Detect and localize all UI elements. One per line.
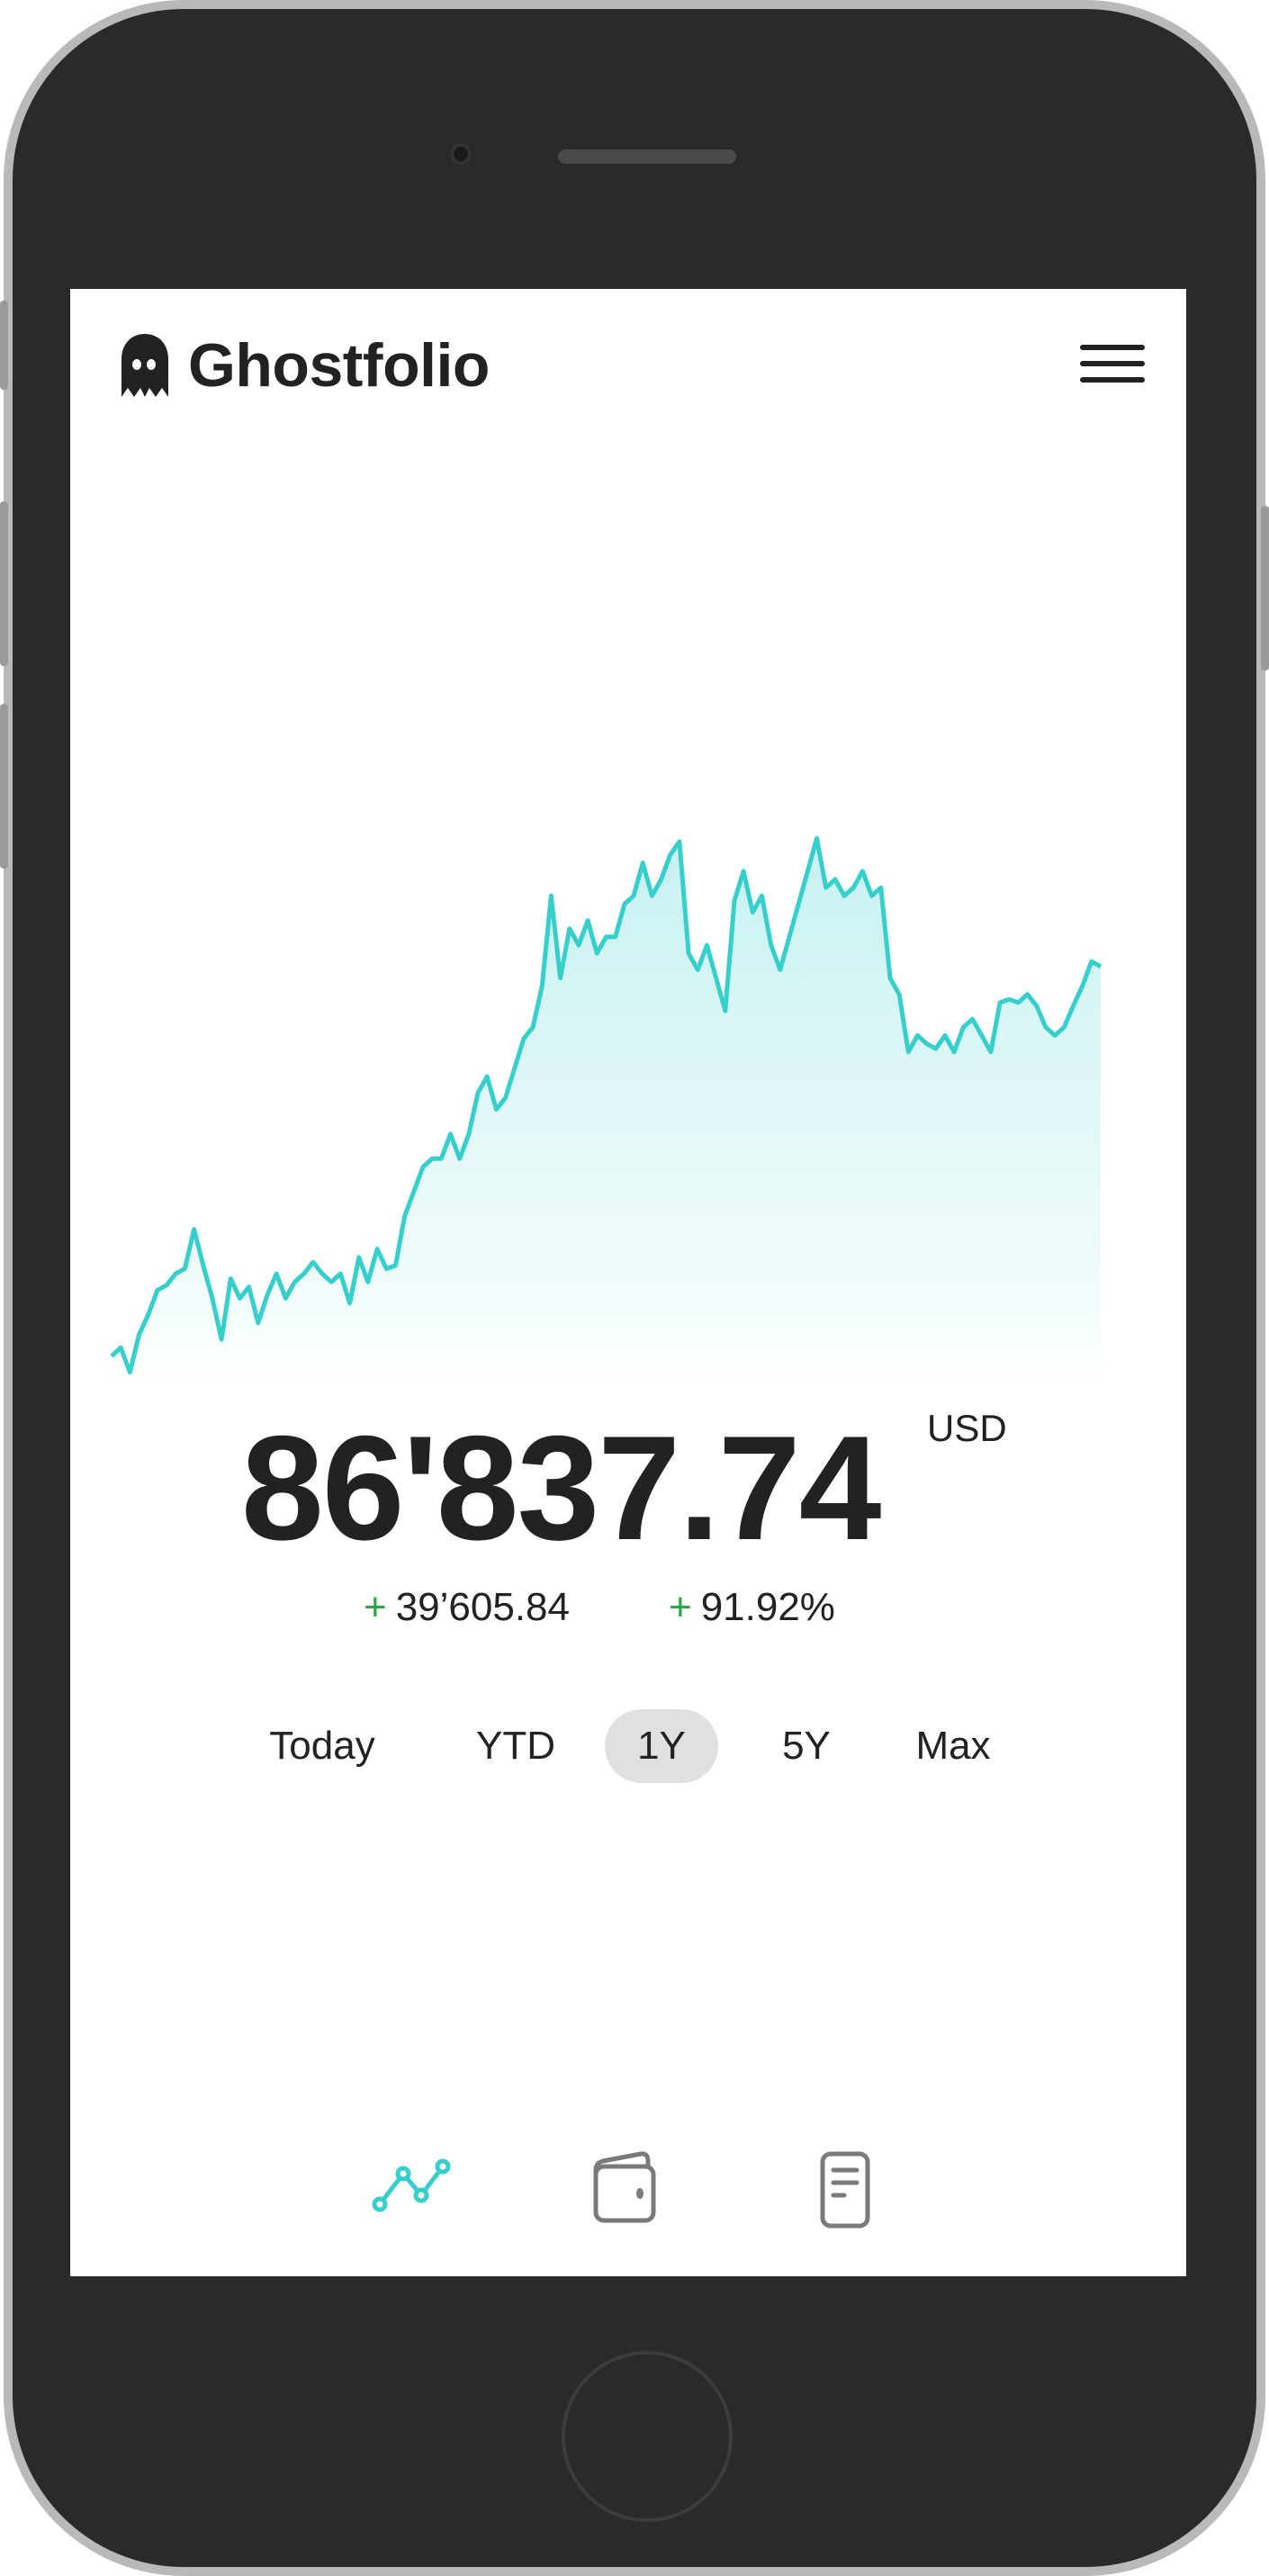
speaker (558, 149, 736, 164)
volume-down-button (0, 704, 8, 869)
range-5y[interactable]: 5Y (782, 1724, 831, 1768)
document-icon[interactable] (805, 2150, 886, 2231)
screen: Ghostfolio 86'837.74 USD +39’605.84 +91.… (70, 289, 1186, 2276)
portfolio-total: 86'837.74 USD (70, 1396, 1186, 1576)
relative-change: +91.92% (669, 1585, 835, 1630)
app-title: Ghostfolio (188, 331, 490, 400)
volume-up-button (0, 501, 8, 666)
range-max[interactable]: Max (915, 1724, 991, 1768)
total-value: 86'837.74 (241, 1405, 881, 1571)
plus-sign: + (669, 1585, 692, 1629)
logo[interactable]: Ghostfolio (120, 331, 490, 400)
home-button[interactable] (562, 2351, 733, 2522)
mute-switch (0, 301, 8, 390)
relative-change-value: 91.92% (700, 1585, 835, 1629)
wallet-icon[interactable] (589, 2150, 670, 2231)
power-button (1261, 506, 1269, 671)
absolute-change-value: 39’605.84 (395, 1585, 570, 1629)
plus-sign: + (364, 1585, 387, 1629)
currency-label: USD (927, 1407, 1007, 1449)
date-range-selector: Today YTD 1Y 5Y Max (70, 1709, 1186, 1783)
range-ytd[interactable]: YTD (476, 1724, 555, 1768)
range-1y[interactable]: 1Y (605, 1709, 718, 1783)
absolute-change: +39’605.84 (364, 1585, 570, 1630)
range-today[interactable]: Today (269, 1724, 375, 1768)
chart-area-fill (112, 838, 1101, 1388)
camera (450, 143, 472, 165)
hamburger-menu-icon[interactable] (1080, 345, 1145, 383)
line-chart-icon[interactable] (371, 2150, 452, 2231)
ghost-icon (122, 334, 168, 397)
chart-series-line (110, 835, 1102, 1375)
portfolio-chart (110, 835, 1102, 1388)
